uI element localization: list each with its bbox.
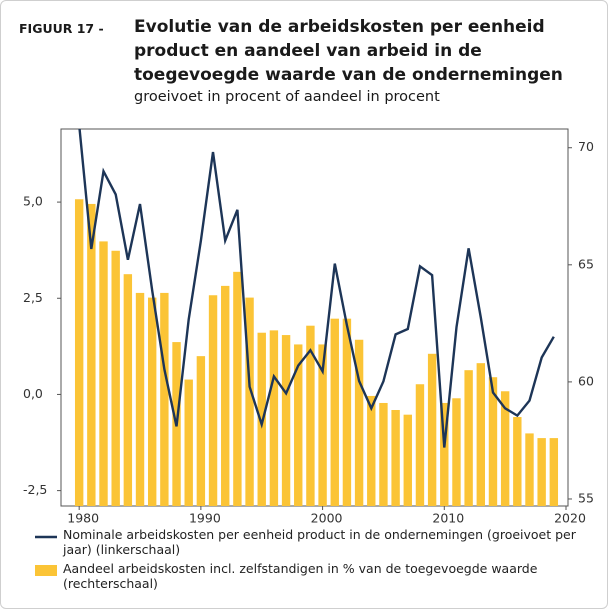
bar: [184, 379, 193, 506]
bar: [440, 402, 449, 506]
bar: [476, 363, 486, 506]
bar: [452, 398, 461, 506]
y2-tick-label: 70: [578, 139, 594, 154]
y-tick-label: 5,0: [23, 194, 43, 209]
bar: [306, 325, 315, 506]
legend-swatch-bar: [35, 565, 57, 576]
bar: [379, 402, 388, 506]
y-tick-label: -2,5: [23, 482, 47, 497]
x-tick-label: 2010: [432, 511, 464, 526]
bar: [135, 292, 145, 506]
x-tick-label: 1990: [189, 511, 221, 526]
bar: [525, 433, 534, 506]
bar: [74, 199, 84, 506]
bar: [281, 335, 291, 506]
y2-tick-label: 65: [578, 256, 594, 271]
x-tick-label: 2000: [311, 511, 343, 526]
bar: [99, 241, 108, 506]
bar: [269, 330, 279, 506]
chart-title: Evolutie van de arbeidskosten per eenhei…: [134, 17, 563, 85]
bar: [415, 384, 425, 506]
bar: [488, 377, 498, 506]
bar: [427, 353, 437, 506]
y2-tick-label: 55: [578, 490, 594, 505]
bar: [354, 339, 364, 506]
legend-entry: Nominale arbeidskosten per eenheid produ…: [63, 527, 576, 557]
bar: [87, 203, 96, 506]
bar: [537, 438, 546, 506]
bar: [513, 417, 522, 506]
bar: [208, 295, 218, 506]
bar: [367, 395, 376, 506]
x-tick-label: 1980: [67, 511, 99, 526]
bar: [342, 318, 352, 506]
x-tick-label: 2020: [554, 511, 586, 526]
legend-swatch-line: [35, 535, 57, 539]
bar: [500, 391, 510, 506]
bar: [160, 292, 169, 506]
bar: [111, 250, 120, 506]
bar: [221, 285, 230, 506]
bar: [245, 297, 254, 506]
y2-tick-label: 60: [578, 373, 594, 388]
y-tick-label: 0,0: [23, 386, 43, 401]
bar: [549, 438, 559, 506]
line-group: [78, 129, 555, 448]
legend-entry: Aandeel arbeidskosten incl. zelfstandige…: [63, 561, 538, 591]
bar: [196, 356, 206, 506]
bar: [147, 297, 157, 506]
bar: [330, 318, 339, 506]
figure-label: FIGUUR 17 -: [19, 21, 104, 36]
bar: [123, 274, 133, 506]
y-tick-label: 2,5: [23, 290, 43, 305]
bar: [233, 271, 242, 506]
bar: [257, 332, 266, 506]
bar: [318, 344, 327, 506]
bar: [391, 409, 400, 506]
bar: [294, 344, 303, 506]
bar: [464, 370, 473, 506]
bar: [403, 414, 412, 506]
chart-subtitle: groeivoet in procent of aandeel in proce…: [134, 89, 440, 105]
line: [78, 129, 555, 448]
